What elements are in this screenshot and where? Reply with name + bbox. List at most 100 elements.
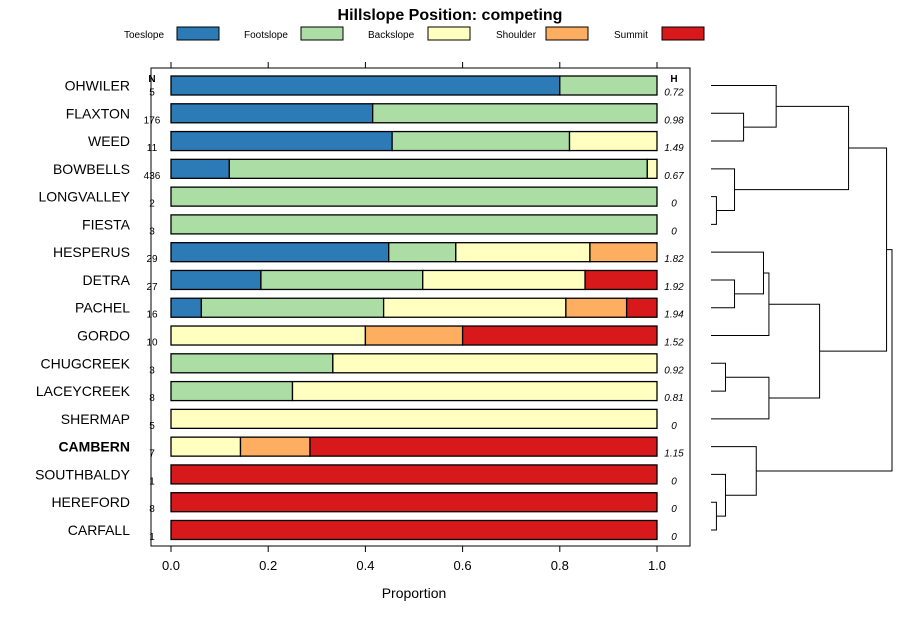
dendrogram-link	[711, 501, 717, 531]
h-value: 0	[671, 421, 677, 432]
bar-fiesta-footslope	[170, 214, 658, 235]
bar-bowbells-toeslope	[170, 158, 230, 179]
bar-row-weed	[170, 130, 658, 152]
dendrogram-link	[768, 303, 821, 399]
n-value: 7	[149, 449, 155, 460]
n-value: 2	[149, 199, 155, 210]
bar-row-hesperus	[170, 242, 658, 263]
dendrogram	[711, 85, 893, 531]
n-value: 8	[149, 504, 155, 515]
bar-row-fiesta	[170, 214, 658, 235]
chart-title: Hillslope Position: competing	[338, 7, 563, 24]
dendrogram-link	[756, 249, 893, 472]
n-value: 16	[146, 310, 158, 321]
h-value: 1.82	[664, 254, 684, 265]
h-value: 0	[671, 532, 677, 543]
n-value: 436	[144, 171, 161, 182]
dendrogram-link	[711, 196, 717, 225]
bar-pachel-backslope	[382, 297, 567, 318]
row-label-weed: WEED	[88, 133, 130, 149]
bar-hesperus-shoulder	[589, 242, 658, 263]
legend-swatch-backslope	[427, 26, 471, 41]
bar-shermap-backslope	[170, 408, 658, 430]
bar-southbaldy-summit	[170, 464, 658, 485]
legend-label-shoulder: Shoulder	[496, 30, 537, 41]
h-value: 0.92	[664, 365, 684, 376]
x-tick-label: 0.8	[551, 558, 569, 573]
h-value: 0	[671, 199, 677, 210]
dendrogram-link	[711, 446, 757, 496]
row-label-carfall: CARFALL	[68, 522, 130, 538]
bar-gordo-backslope	[170, 325, 367, 346]
n-value: 11	[147, 143, 158, 154]
x-tick-label: 0.0	[162, 558, 180, 573]
x-tick-label: 1.0	[648, 558, 666, 573]
bar-detra-summit	[584, 269, 658, 291]
n-value: 5	[149, 88, 155, 99]
n-value: 27	[146, 282, 158, 293]
bar-cambern-backslope	[170, 436, 242, 457]
bar-cambern-summit	[309, 436, 658, 457]
bar-row-cambern	[170, 436, 658, 457]
legend-swatch-footslope	[300, 26, 344, 41]
legend: Toeslope Footslope Backslope Shoulder Summit	[124, 26, 705, 41]
bar-bowbells-footslope	[228, 158, 648, 179]
row-label-fiesta: FIESTA	[82, 216, 131, 232]
row-label-ohwiler: OHWILER	[65, 78, 130, 94]
legend-label-summit: Summit	[614, 30, 648, 41]
dendrogram-link	[711, 112, 745, 142]
bar-detra-toeslope	[170, 269, 262, 291]
h-value: 0.72	[664, 88, 684, 99]
row-label-cambern: CAMBERN	[58, 439, 130, 455]
n-value: 29	[146, 254, 158, 265]
legend-swatch-summit	[661, 26, 705, 41]
bar-hesperus-footslope	[388, 242, 457, 263]
row-label-detra: DETRA	[83, 272, 131, 288]
bar-row-pachel	[170, 297, 658, 318]
bar-row-hereford	[170, 492, 658, 513]
legend-swatch-toeslope	[176, 26, 220, 41]
dendrogram-link	[734, 105, 850, 191]
h-value: 0.67	[664, 171, 684, 182]
x-tick-label: 0.6	[454, 558, 472, 573]
bar-gordo-shoulder	[364, 325, 464, 346]
n-value: 5	[149, 421, 155, 432]
bar-row-carfall	[170, 519, 658, 541]
row-label-chugcreek: CHUGCREEK	[41, 355, 131, 371]
bar-row-shermap	[170, 408, 658, 430]
bar-row-gordo	[170, 325, 658, 346]
row-label-southbaldy: SOUTHBALDY	[35, 466, 131, 482]
bar-row-laceycreek	[170, 380, 658, 402]
bar-hesperus-toeslope	[170, 242, 390, 263]
bar-flaxton-toeslope	[170, 103, 374, 124]
bar-row-chugcreek	[170, 353, 658, 374]
legend-swatch-shoulder	[545, 26, 589, 41]
dendrogram-link	[711, 168, 736, 212]
bar-laceycreek-backslope	[291, 380, 658, 402]
bar-detra-footslope	[260, 269, 424, 291]
dendrogram-link	[711, 279, 736, 309]
bar-weed-toeslope	[170, 130, 393, 152]
bar-weed-backslope	[568, 130, 658, 152]
bar-pachel-shoulder	[565, 297, 628, 318]
h-column-header: H	[670, 74, 677, 85]
h-value: 1.49	[664, 143, 684, 154]
row-label-longvalley: LONGVALLEY	[38, 189, 130, 205]
bar-cambern-shoulder	[239, 436, 311, 457]
bar-gordo-summit	[461, 325, 658, 346]
bar-weed-footslope	[391, 130, 571, 152]
legend-label-backslope: Backslope	[368, 30, 415, 41]
n-value: 1	[149, 476, 155, 487]
bar-flaxton-footslope	[372, 103, 658, 124]
dendrogram-link	[711, 473, 726, 517]
bar-pachel-toeslope	[170, 297, 203, 318]
row-label-gordo: GORDO	[77, 328, 130, 344]
bar-hereford-summit	[170, 492, 658, 513]
row-label-shermap: SHERMAP	[61, 411, 130, 427]
dendrogram-link	[711, 362, 726, 392]
x-tick-label: 0.4	[356, 558, 374, 573]
bar-laceycreek-footslope	[170, 380, 294, 402]
h-value: 0	[671, 226, 677, 237]
bar-detra-backslope	[422, 269, 586, 291]
